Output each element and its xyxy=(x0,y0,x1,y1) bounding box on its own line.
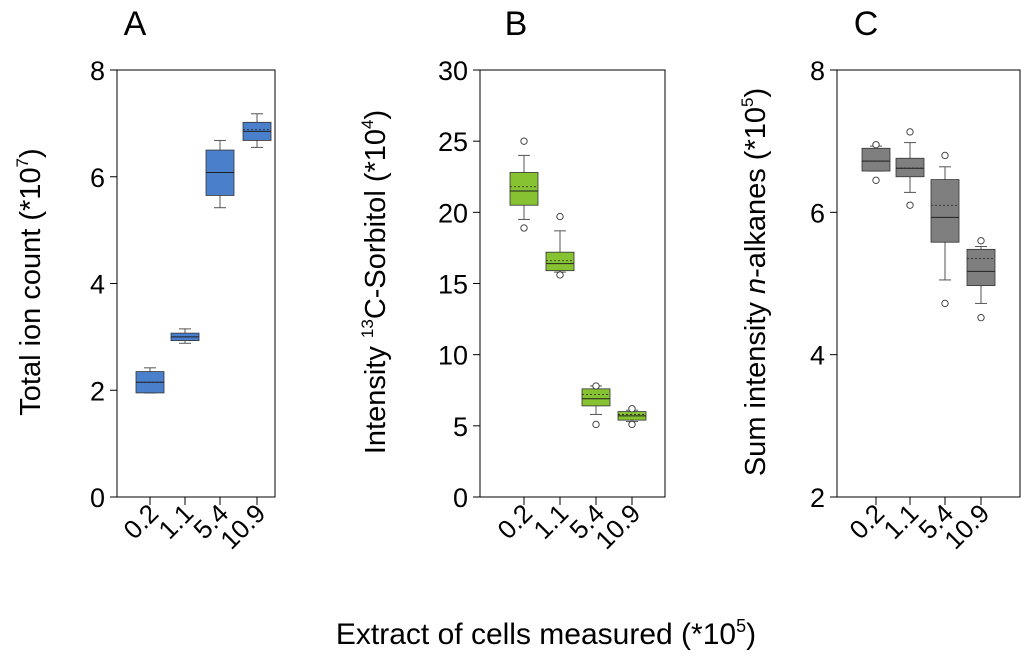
y-tick-label: 0 xyxy=(90,483,105,513)
y-axis-label-part: 4 xyxy=(358,120,377,129)
y-axis-label-part: ) xyxy=(15,148,47,158)
box-C-1.1 xyxy=(895,128,925,209)
outlier-point xyxy=(592,382,600,390)
outlier-point xyxy=(520,224,528,232)
box-body xyxy=(581,388,611,407)
y-axis-label-part: n xyxy=(740,278,772,294)
outlier-point xyxy=(628,405,636,413)
y-tick-label: 20 xyxy=(438,198,468,228)
y-tick-label: 10 xyxy=(438,341,468,371)
box-C-5.4 xyxy=(930,151,960,308)
y-axis-label-part: ) xyxy=(740,88,772,98)
box-A-1.1 xyxy=(170,328,200,344)
outlier-point xyxy=(520,137,528,145)
y-axis-label-part: 5 xyxy=(738,98,757,107)
box-body xyxy=(895,157,925,178)
y-axis-label: Sum intensity n-alkanes (*105) xyxy=(738,88,772,476)
box-body xyxy=(930,179,960,243)
y-axis-label-part: Intensity xyxy=(360,338,392,454)
y-axis-label-part: Sum intensity xyxy=(740,294,772,476)
box-body xyxy=(861,147,891,172)
y-tick-label: 15 xyxy=(438,270,468,300)
box-body xyxy=(545,251,575,272)
y-axis-label-part: 7 xyxy=(13,158,32,167)
panel-B: B 0 5 10 15 20 25 30 Intensity 13C-Sorbitol (*10… xyxy=(358,5,666,555)
y-axis-label: Intensity 13C-Sorbitol (*104) xyxy=(358,110,392,454)
shared-x-axis-label: Extract of cells measured (*105) xyxy=(336,616,756,651)
box-C-10.9 xyxy=(966,237,996,322)
y-axis-label: Total ion count (*107) xyxy=(13,148,47,415)
x-tick-label: 10.9 xyxy=(214,498,271,555)
y-tick-label: 8 xyxy=(810,56,825,86)
box-C-0.2 xyxy=(861,141,891,184)
x-tick-label: 10.9 xyxy=(938,498,995,555)
box-body xyxy=(509,172,539,206)
outlier-point xyxy=(906,201,914,209)
outlier-point xyxy=(872,176,880,184)
outlier-point xyxy=(592,420,600,429)
plot-frame xyxy=(479,69,666,498)
outlier-point xyxy=(977,237,985,245)
outlier-point xyxy=(556,212,564,221)
outlier-point xyxy=(941,299,949,308)
box-B-1.1 xyxy=(545,212,575,279)
y-axis-label-part: -alkanes (*10 xyxy=(740,107,772,278)
box-A-0.2 xyxy=(135,367,165,394)
box-body xyxy=(966,248,996,287)
y-tick-label: 6 xyxy=(810,198,825,228)
box-A-10.9 xyxy=(242,113,272,148)
outlier-point xyxy=(977,314,985,322)
x-tick-label: 10.9 xyxy=(589,498,646,555)
box-B-5.4 xyxy=(581,382,611,429)
panel-label: B xyxy=(505,5,528,43)
y-axis-label-part: C-Sorbitol (*10 xyxy=(360,129,392,319)
panel-label: C xyxy=(854,5,879,43)
y-tick-label: 2 xyxy=(810,483,825,513)
box-B-10.9 xyxy=(617,405,647,429)
y-tick-label: 30 xyxy=(438,56,468,86)
y-tick-label: 6 xyxy=(90,163,105,193)
y-axis-label-part: Total ion count (*10 xyxy=(15,167,47,415)
panel-label: A xyxy=(124,5,147,43)
y-tick-label: 25 xyxy=(438,127,468,157)
y-tick-label: 0 xyxy=(453,483,468,513)
plot-frame xyxy=(836,69,1021,498)
outlier-point xyxy=(872,141,880,149)
outlier-point xyxy=(556,271,564,279)
y-tick-label: 2 xyxy=(90,376,105,406)
box-B-0.2 xyxy=(509,137,539,232)
y-tick-label: 8 xyxy=(90,56,105,86)
y-axis-label-part: ) xyxy=(360,110,392,120)
box-A-5.4 xyxy=(205,139,235,209)
outlier-point xyxy=(628,420,636,429)
y-axis-label-part: 13 xyxy=(358,319,377,338)
y-tick-label: 4 xyxy=(810,341,825,371)
outlier-point xyxy=(941,151,949,160)
outlier-point xyxy=(906,128,914,136)
y-tick-label: 5 xyxy=(453,412,468,442)
y-tick-label: 4 xyxy=(90,270,105,300)
x-axis-label-exponent: 5 xyxy=(736,616,746,636)
